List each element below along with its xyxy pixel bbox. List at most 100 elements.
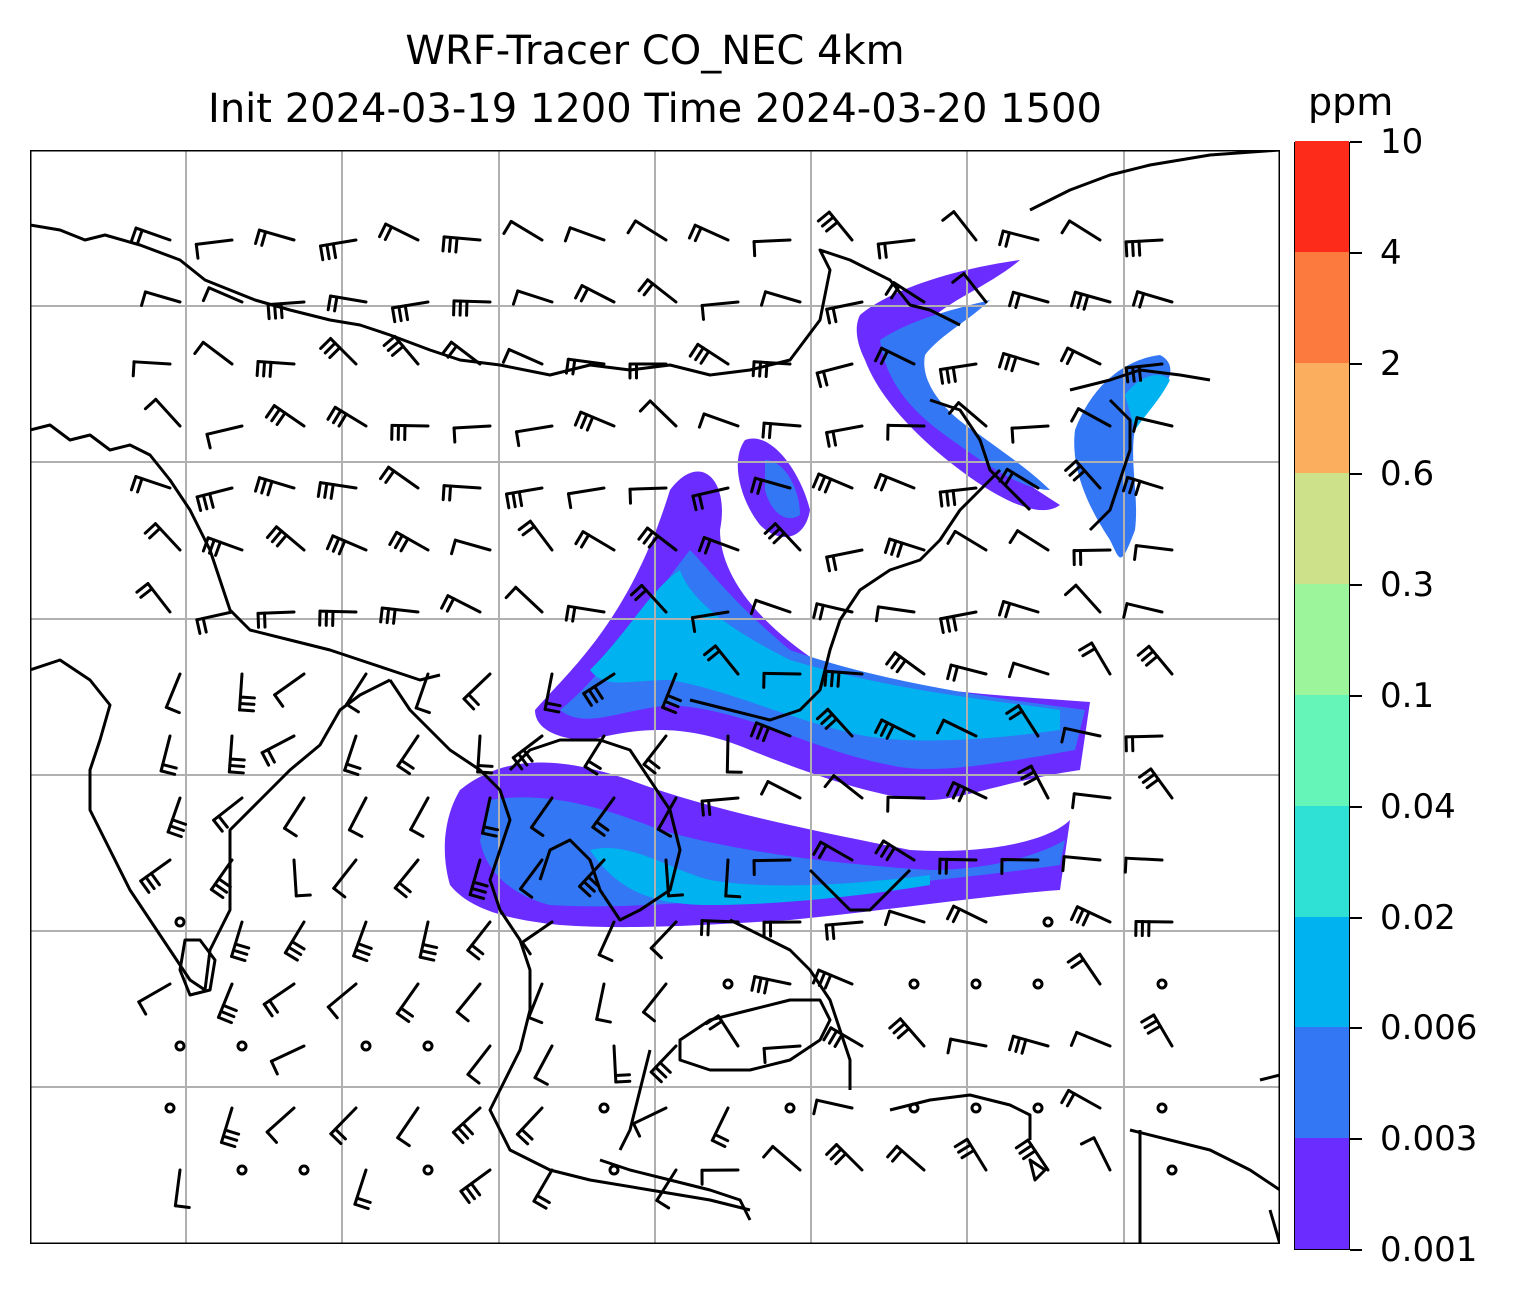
wind-barb-flag <box>265 525 278 540</box>
wind-barb-flag <box>228 763 246 768</box>
wind-barb-flag <box>831 306 838 324</box>
wind-barb-staff <box>1074 583 1102 614</box>
wind-barb-flag <box>446 344 459 359</box>
wind-barb-flag <box>566 492 573 510</box>
wind-barb-flag <box>466 1072 481 1085</box>
wind-barb <box>760 780 802 800</box>
wind-barb-flag <box>938 367 945 385</box>
wind-barb-flag <box>1131 365 1136 383</box>
wind-barb <box>254 228 296 247</box>
wind-barb-staff <box>702 412 740 428</box>
wind-barb <box>1061 855 1102 873</box>
wind-barb <box>227 734 246 775</box>
wind-barb-flag <box>587 688 599 704</box>
wind-barb <box>393 858 420 899</box>
coastline <box>678 998 832 1072</box>
wind-barb-flag <box>1005 704 1020 715</box>
wind-barb <box>1064 459 1102 490</box>
wind-barb-flag <box>642 1010 656 1023</box>
wind-barb-flag <box>823 477 833 494</box>
wind-barb <box>481 796 500 838</box>
wind-barb <box>1007 661 1050 679</box>
wind-barb-flag <box>1145 654 1159 667</box>
wind-barb-staff <box>1063 726 1102 738</box>
wind-barb-flag <box>193 340 205 356</box>
wind-barb <box>1124 734 1164 753</box>
wind-barb-flag <box>1081 910 1091 927</box>
wind-barb-flag <box>750 975 757 992</box>
colorbar-band <box>1295 916 1349 1028</box>
wind-barb-flag <box>1010 355 1018 373</box>
wind-barb-flag <box>283 951 299 962</box>
coastline <box>689 468 1002 722</box>
wind-barb <box>265 1106 296 1144</box>
wind-barb-flag <box>170 818 188 826</box>
wind-barb-flag <box>879 349 889 366</box>
wind-barb <box>941 210 978 242</box>
wind-barb <box>811 968 854 990</box>
wind-barb-flag <box>455 1010 470 1023</box>
wind-barb-flag <box>290 940 306 951</box>
wind-barb <box>763 522 802 552</box>
wind-barb-flag <box>1076 292 1084 309</box>
calm-wind-marker <box>1156 1102 1168 1114</box>
wind-barb <box>1060 219 1102 242</box>
wind-barb <box>1132 416 1174 433</box>
wind-barb <box>876 238 916 260</box>
map-frame <box>30 150 1280 1244</box>
wind-barb-flag <box>823 973 833 990</box>
wind-barb-flag <box>1017 764 1033 775</box>
coastline <box>1029 150 1280 212</box>
calm-wind-marker <box>298 1164 310 1176</box>
tracer-plumes <box>444 260 1171 928</box>
wind-barb-flag <box>585 415 595 432</box>
wind-barb-staff <box>265 1106 296 1134</box>
wind-barb-flag <box>834 1152 848 1166</box>
wind-barb-flag <box>655 1198 671 1210</box>
wind-barb <box>661 672 682 715</box>
wind-barb-flag <box>1075 908 1085 924</box>
wind-barb <box>825 300 864 325</box>
wind-barb-flag <box>647 534 660 549</box>
wind-barb-flag <box>260 478 268 495</box>
wind-barb-flag <box>441 340 453 355</box>
wind-barb <box>690 610 730 633</box>
wind-barb-flag <box>646 757 661 770</box>
wind-barb-staff <box>509 219 544 242</box>
colorbar-tick <box>1350 141 1362 143</box>
wind-barb-flag <box>354 948 371 957</box>
tracer-plume <box>1125 375 1170 430</box>
wind-barb <box>825 548 864 573</box>
wind-barb-flag <box>329 483 335 500</box>
wind-barb-staff <box>690 610 730 620</box>
wind-barb-flag <box>450 538 457 556</box>
wind-barb-flag <box>294 893 312 898</box>
coastline <box>889 1093 1032 1140</box>
wind-barb-flag <box>392 607 397 625</box>
wind-barb <box>441 484 482 502</box>
wind-barb-flag <box>574 530 585 546</box>
wind-barb-flag <box>337 539 347 556</box>
wind-barb-flag <box>262 1002 274 1018</box>
wind-barb <box>1072 548 1112 567</box>
wind-barb-flag <box>564 357 570 375</box>
wind-barb-staff <box>656 796 678 831</box>
wind-barb <box>1123 856 1164 874</box>
wind-barb <box>1069 905 1112 927</box>
wind-barb <box>466 920 492 961</box>
wind-barb <box>515 1106 544 1146</box>
wind-barb-staff <box>173 1168 182 1208</box>
wind-barb-flag <box>1128 477 1136 495</box>
wind-barb <box>504 585 544 614</box>
wind-barb-flag <box>529 826 545 838</box>
wind-barb-flag <box>396 764 412 776</box>
wind-barb-flag <box>582 880 596 893</box>
wind-barb <box>629 583 668 614</box>
wind-barb-staff <box>132 360 172 366</box>
wind-barb-flag <box>694 346 705 362</box>
calm-wind-marker <box>236 1164 248 1176</box>
wind-barb-flag <box>761 726 771 743</box>
wind-barb-flag <box>1136 644 1151 657</box>
wind-barb-flag <box>1066 952 1082 964</box>
wind-barb-flag <box>378 222 388 239</box>
